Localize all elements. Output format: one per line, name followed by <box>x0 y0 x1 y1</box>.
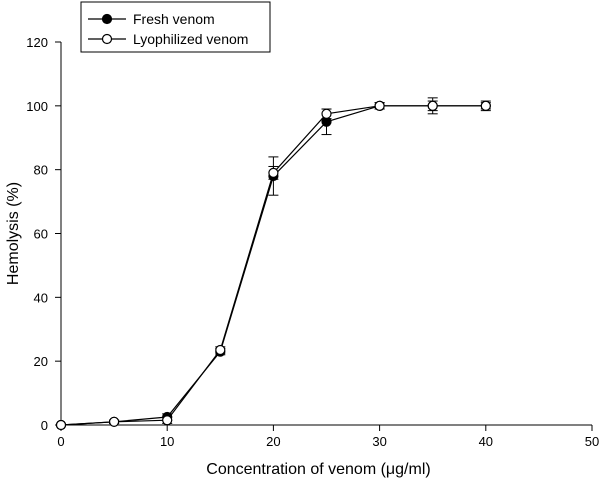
data-point <box>162 415 173 426</box>
x-tick-label: 50 <box>585 434 599 449</box>
legend-marker <box>101 13 113 25</box>
y-axis-title: Hemolysis (%) <box>5 182 22 285</box>
data-point <box>374 100 385 111</box>
x-axis-title: Concentration of venom (μg/ml) <box>206 461 430 478</box>
data-point <box>108 416 120 427</box>
legend-box <box>80 1 271 53</box>
legend-item-lyophilized-venom: Lyophilized venom <box>88 31 248 47</box>
series-layer <box>55 97 491 431</box>
x-tick-label: 40 <box>479 434 493 449</box>
series-fresh-venom <box>55 97 491 431</box>
y-tick-label: 0 <box>41 418 48 433</box>
series-line <box>60 105 486 426</box>
x-tick-label: 20 <box>266 434 280 449</box>
y-tick-label: 20 <box>34 354 48 369</box>
data-point <box>480 100 491 111</box>
data-point <box>321 108 332 119</box>
x-tick-label: 10 <box>160 434 174 449</box>
y-tick-label: 100 <box>26 99 48 114</box>
axes: 0 10 20 30 40 50 0 20 40 60 80 100 120 <box>26 35 599 449</box>
legend-marker <box>101 33 113 45</box>
y-tick-label: 120 <box>26 35 48 50</box>
data-point <box>427 100 438 111</box>
legend-item-fresh-venom: Fresh venom <box>88 11 215 27</box>
legend-label: Lyophilized venom <box>133 31 248 47</box>
y-tick-label: 80 <box>34 163 48 178</box>
x-tick-label: 0 <box>57 434 64 449</box>
series-line <box>60 105 486 426</box>
legend: Fresh venom Lyophilized venom <box>80 1 271 53</box>
legend-label: Fresh venom <box>133 11 215 27</box>
x-tick-label: 30 <box>372 434 386 449</box>
y-tick-label: 40 <box>34 290 48 305</box>
y-tick-label: 60 <box>34 227 48 242</box>
data-point <box>215 344 226 356</box>
data-point <box>268 167 279 178</box>
data-point <box>55 419 67 431</box>
series-lyophilized-venom <box>55 100 491 431</box>
